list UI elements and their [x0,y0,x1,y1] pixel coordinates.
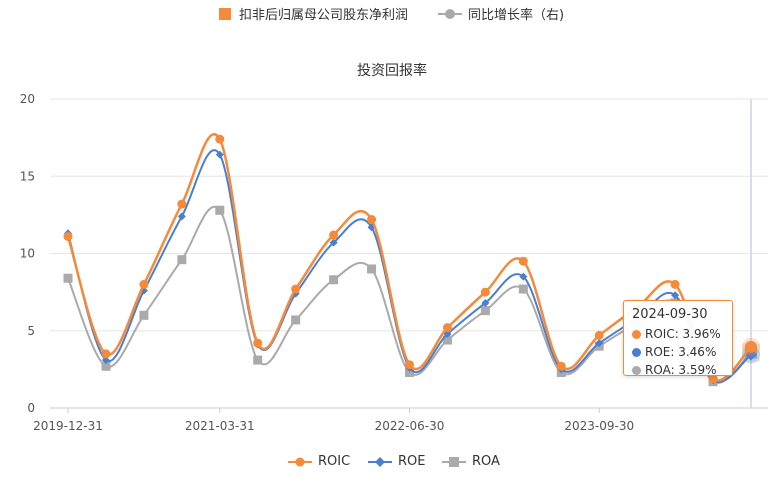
roic-point [442,323,452,333]
roic-point [708,374,718,384]
data-tooltip: 2024-09-30 ROIC: 3.96% ROE: 3.46% ROA: 3… [623,300,733,379]
blue-dot-icon [632,347,641,357]
roic-point [745,340,757,353]
roa-point [405,367,414,377]
x-tick-label: 2019-12-31 [33,419,103,433]
roa-point [367,264,377,274]
roic-point [291,284,301,294]
x-tick-label: 2023-09-30 [564,419,634,433]
roic-point [405,360,414,370]
top-legend: 扣非后归属母公司股东净利润 同比增长率（右) [0,4,784,23]
legend-item-yoy-growth[interactable]: 同比增长率（右) [438,4,564,23]
roa-point [518,284,528,294]
square-marker-icon [219,7,231,20]
x-tick-label: 2021-03-31 [185,419,255,433]
roic-point [215,134,225,144]
chart-title: 投资回报率 [357,63,427,79]
roe-point [215,150,224,159]
legend-item-roe[interactable]: ROE [368,454,425,469]
roic-point [518,256,528,266]
legend-item-roic[interactable]: ROIC [288,454,350,469]
roic-point [63,232,73,242]
roic-point [177,199,187,209]
roic-point [670,279,680,289]
roic-point [101,349,111,359]
y-tick-label: 20 [20,92,35,106]
roa-point [177,255,187,265]
bottom-legend: ROIC ROE ROA [0,454,784,472]
legend-item-roa[interactable]: ROA [442,454,500,469]
orange-dot-icon [632,329,641,339]
roa-point [63,273,73,283]
tooltip-date: 2024-09-30 [632,307,708,322]
roa-legend-icon [442,456,466,467]
roic-point [594,330,604,340]
roe-point [671,291,680,300]
tooltip-row-roe: ROE: 3.46% [632,343,724,361]
roic-point [480,287,490,297]
roe-point [177,212,186,221]
roa-point [101,361,111,371]
roa-point [480,306,490,316]
y-tick-label: 10 [20,247,35,261]
roic-point [253,338,263,348]
y-tick-label: 15 [20,169,35,183]
x-tick-label: 2022-06-30 [375,419,445,433]
legend-label-roe: ROE [398,454,426,469]
legend-label-roa: ROA [472,454,500,469]
legend-label-roic: ROIC [318,454,351,469]
roa-point [442,335,452,345]
roa-point [253,355,263,365]
roe-point [519,272,528,281]
tooltip-roe-text: ROE: 3.46% [645,345,717,359]
roic-legend-icon [288,457,312,466]
roe-point [595,339,604,348]
roa-point [215,205,225,215]
roic-point [329,230,339,240]
y-tick-label: 0 [27,401,35,415]
roic-point [367,215,377,225]
gray-dot-icon [632,365,641,375]
line-marker-icon [438,8,462,20]
tooltip-row-roic: ROIC: 3.96% [632,325,724,343]
legend-label-net-profit: 扣非后归属母公司股东净利润 [239,8,409,23]
roe-legend-icon [368,456,392,467]
tooltip-roic-text: ROIC: 3.96% [645,327,721,341]
roe-point [329,238,338,247]
tooltip-roa-text: ROA: 3.59% [645,363,717,377]
legend-label-yoy-growth: 同比增长率（右) [468,8,565,23]
roa-point [329,275,339,285]
roe-point [481,298,490,307]
legend-item-net-profit[interactable]: 扣非后归属母公司股东净利润 [219,4,408,23]
roic-point [139,279,149,289]
roic-point [556,361,566,371]
y-tick-label: 5 [27,324,35,338]
roe-point [101,356,110,365]
roa-point [291,315,301,325]
roa-point [139,310,149,320]
tooltip-row-roa: ROA: 3.59% [632,361,724,379]
